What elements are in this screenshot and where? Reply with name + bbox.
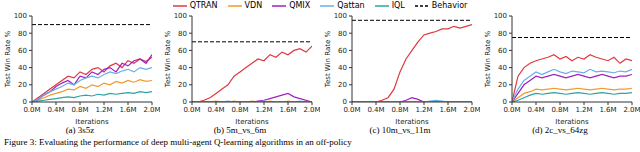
- svg-text:100: 100: [14, 12, 27, 20]
- svg-text:0.0M: 0.0M: [183, 106, 200, 114]
- svg-text:2.0M: 2.0M: [303, 106, 320, 114]
- svg-text:80: 80: [498, 30, 507, 38]
- svg-text:0.0M: 0.0M: [343, 106, 360, 114]
- svg-text:1.6M: 1.6M: [439, 106, 456, 114]
- svg-text:Test Win Rate %: Test Win Rate %: [164, 30, 172, 88]
- svg-text:20: 20: [178, 81, 187, 89]
- svg-text:100: 100: [334, 12, 347, 20]
- html-text:Qattan: Qattan: [337, 1, 365, 10]
- svg-text:0: 0: [503, 98, 507, 106]
- svg-text:0.4M: 0.4M: [207, 106, 224, 114]
- svg-text:2.0M: 2.0M: [463, 106, 480, 114]
- html-text:QTRAN: QTRAN: [189, 1, 218, 10]
- svg-text:60: 60: [338, 47, 347, 55]
- svg-text:0: 0: [23, 98, 27, 106]
- svg-text:1.6M: 1.6M: [279, 106, 296, 114]
- svg-text:Iterations: Iterations: [75, 118, 109, 124]
- svg-text:0.8M: 0.8M: [71, 106, 88, 114]
- svg-text:100: 100: [174, 12, 187, 20]
- svg-text:2.0M: 2.0M: [143, 106, 160, 114]
- svg-text:1.2M: 1.2M: [575, 106, 592, 114]
- html-text:(c) 10m_vs_11m: (c) 10m_vs_11m: [369, 125, 431, 135]
- svg-text:0.8M: 0.8M: [231, 106, 248, 114]
- svg-text:Test Win Rate %: Test Win Rate %: [8, 30, 12, 88]
- html-text:(b) 5m_vs_6m: (b) 5m_vs_6m: [213, 125, 267, 135]
- html-text:Figure 3: Evaluating the perfo: Figure 3: Evaluating the performance of …: [4, 137, 352, 147]
- html-text:QMIX: QMIX: [289, 1, 311, 10]
- svg-text:Iterations: Iterations: [555, 118, 589, 124]
- svg-text:40: 40: [178, 64, 187, 72]
- html-text:(d) 2c_vs_64zg: (d) 2c_vs_64zg: [532, 125, 588, 135]
- svg-text:100: 100: [494, 12, 507, 20]
- svg-text:0.0M: 0.0M: [23, 106, 40, 114]
- svg-text:20: 20: [338, 81, 347, 89]
- html-text:VDN: VDN: [244, 1, 263, 10]
- svg-text:0: 0: [343, 98, 347, 106]
- svg-text:80: 80: [338, 30, 347, 38]
- svg-text:1.2M: 1.2M: [255, 106, 272, 114]
- svg-text:60: 60: [178, 47, 187, 55]
- svg-text:1.2M: 1.2M: [95, 106, 112, 114]
- svg-text:80: 80: [178, 30, 187, 38]
- svg-text:40: 40: [338, 64, 347, 72]
- svg-text:20: 20: [18, 81, 27, 89]
- html-text:IQL: IQL: [391, 1, 405, 10]
- svg-text:2.0M: 2.0M: [623, 106, 632, 114]
- svg-text:Test Win Rate %: Test Win Rate %: [484, 30, 492, 88]
- svg-text:0.8M: 0.8M: [551, 106, 568, 114]
- svg-text:0.4M: 0.4M: [527, 106, 544, 114]
- svg-text:80: 80: [18, 30, 27, 38]
- svg-text:0.4M: 0.4M: [47, 106, 64, 114]
- svg-text:0.8M: 0.8M: [391, 106, 408, 114]
- svg-text:1.6M: 1.6M: [599, 106, 616, 114]
- svg-text:Iterations: Iterations: [235, 118, 269, 124]
- svg-text:20: 20: [498, 81, 507, 89]
- svg-text:0: 0: [183, 98, 187, 106]
- svg-text:Iterations: Iterations: [395, 118, 429, 124]
- svg-text:40: 40: [498, 64, 507, 72]
- svg-text:40: 40: [18, 64, 27, 72]
- svg-text:60: 60: [498, 47, 507, 55]
- svg-text:0.0M: 0.0M: [503, 106, 520, 114]
- html-text:Behavior: Behavior: [431, 1, 468, 10]
- html-text:(a) 3s5z: (a) 3s5z: [65, 125, 95, 135]
- svg-text:60: 60: [18, 47, 27, 55]
- svg-text:0.4M: 0.4M: [367, 106, 384, 114]
- svg-text:1.6M: 1.6M: [119, 106, 136, 114]
- svg-text:1.2M: 1.2M: [415, 106, 432, 114]
- svg-text:Test Win Rate %: Test Win Rate %: [324, 30, 332, 88]
